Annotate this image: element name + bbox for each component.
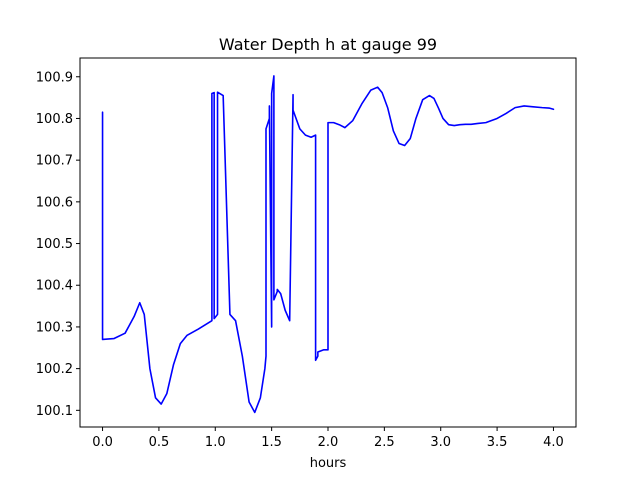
x-tick-label: 4.0 bbox=[543, 435, 564, 450]
y-tick-label: 100.4 bbox=[36, 279, 73, 294]
y-tick-label: 100.7 bbox=[36, 154, 73, 169]
y-tick-label: 100.6 bbox=[36, 195, 73, 210]
x-tick-label: 2.5 bbox=[374, 435, 395, 450]
x-tick-label: 1.5 bbox=[261, 435, 282, 450]
x-tick-label: 3.0 bbox=[430, 435, 451, 450]
y-axis-ticks: 100.1 100.2 100.3 100.4 100.5 100.6 100.7 100.8… bbox=[36, 70, 80, 419]
chart-title: Water Depth h at gauge 99 bbox=[219, 35, 437, 54]
x-tick-label: 3.5 bbox=[487, 435, 508, 450]
y-tick-label: 100.3 bbox=[36, 320, 73, 335]
x-tick-label: 0.0 bbox=[92, 435, 113, 450]
x-axis-label: hours bbox=[310, 456, 347, 471]
series-line bbox=[101, 75, 555, 414]
y-tick-label: 100.9 bbox=[36, 70, 73, 85]
y-tick-label: 100.1 bbox=[36, 404, 73, 419]
y-tick-label: 100.5 bbox=[36, 237, 73, 252]
x-tick-label: 0.5 bbox=[149, 435, 170, 450]
x-tick-label: 1.0 bbox=[205, 435, 226, 450]
y-tick-label: 100.8 bbox=[36, 112, 73, 127]
y-tick-label: 100.2 bbox=[36, 362, 73, 377]
x-tick-label: 2.0 bbox=[318, 435, 339, 450]
series-layer bbox=[101, 75, 555, 414]
x-axis-ticks: 0.0 0.5 1.0 1.5 2.0 2.5 3.0 3.5 4.0 bbox=[92, 427, 564, 450]
